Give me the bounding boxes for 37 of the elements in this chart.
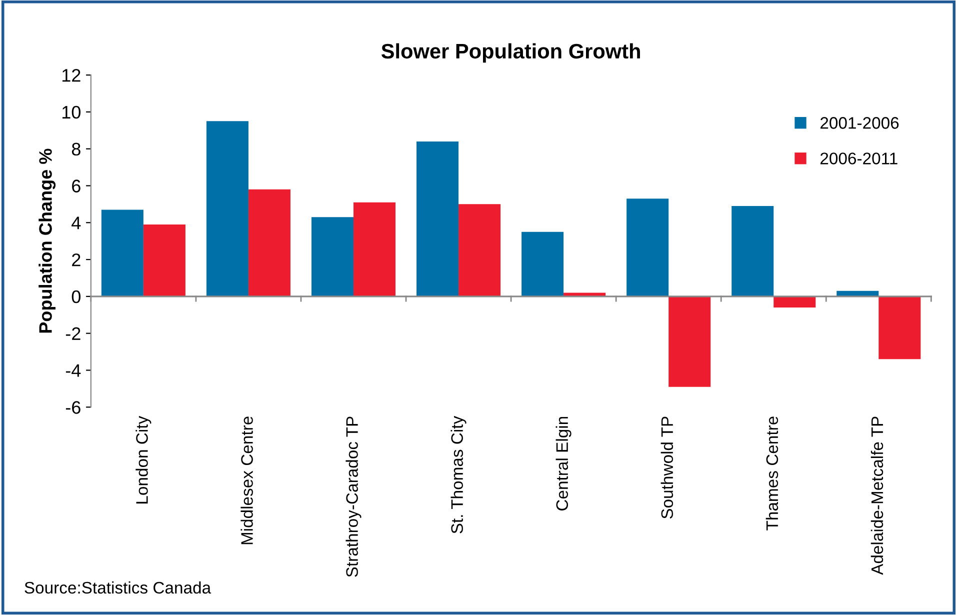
source-note: Source:Statistics Canada xyxy=(24,581,212,594)
x-tick-label: Thames Centre xyxy=(766,416,778,530)
x-tick-label: Middlesex Centre xyxy=(240,416,253,544)
y-tick-label: 2 xyxy=(72,253,80,266)
y-axis-title: Population Change % xyxy=(38,148,56,333)
x-tick-label: Central Elgin xyxy=(556,416,572,510)
bar xyxy=(248,189,290,296)
bar xyxy=(101,210,144,296)
bar xyxy=(732,206,774,296)
bar xyxy=(626,198,669,296)
y-tick-label: 8 xyxy=(72,142,80,156)
bar xyxy=(522,232,564,296)
y-tick-label: 10 xyxy=(62,106,80,119)
bar xyxy=(311,217,354,296)
x-tick-label: Strathroy-Caradoc TP xyxy=(346,416,362,577)
x-tick-label: St. Thomas City xyxy=(450,416,466,534)
x-tick-label: Southwold TP xyxy=(660,416,674,519)
bar xyxy=(878,296,921,360)
legend-label: 2006-2011 xyxy=(820,152,898,164)
x-tick-label: Adelaide-Metcalfe TP xyxy=(870,416,884,575)
legend-label: 2001-2006 xyxy=(820,117,899,129)
y-tick-label: -4 xyxy=(66,364,81,377)
bar xyxy=(353,202,396,296)
y-tick-label: -6 xyxy=(66,401,80,414)
x-tick-label: London City xyxy=(136,416,152,504)
bar xyxy=(143,224,186,296)
y-tick-label: 12 xyxy=(62,68,80,82)
chart-title: Slower Population Growth xyxy=(381,43,640,63)
bar xyxy=(774,296,816,308)
bar xyxy=(668,296,711,387)
bar xyxy=(206,121,248,296)
y-tick-label: 4 xyxy=(72,216,81,230)
y-tick-label: -2 xyxy=(66,327,80,340)
y-tick-label: 6 xyxy=(72,180,80,192)
y-tick-label: 0 xyxy=(72,290,80,304)
bar xyxy=(458,204,501,296)
bar xyxy=(416,141,459,296)
